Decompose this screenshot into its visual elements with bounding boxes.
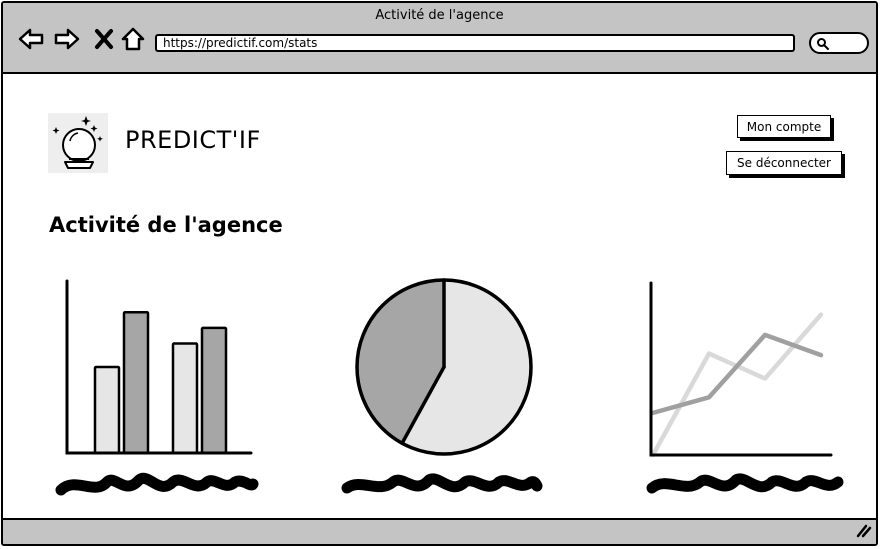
browser-statusbar [3,518,876,544]
scribble-caption [55,472,259,496]
line-series [650,332,824,416]
url-input[interactable]: https://predictif.com/stats [155,34,795,52]
bar-chart [65,279,253,455]
logout-button[interactable]: Se déconnecter [726,151,842,175]
brand-name: PREDICT'IF [125,126,261,154]
window-title: Activité de l'agence [375,8,504,23]
pie-outline [355,278,533,456]
bar-mark [122,311,150,455]
account-button[interactable]: Mon compte [737,115,831,138]
bar-chart-axis [65,279,253,455]
scribble-caption [646,473,844,494]
home-icon[interactable] [119,25,147,53]
pie-slice [357,280,444,444]
resize-grip-icon[interactable] [854,520,872,542]
bar-mark [200,326,228,455]
forward-arrow-icon[interactable] [53,25,81,53]
browser-titlebar: Activité de l'agence https://predictif.c… [3,3,876,74]
line-chart-axis [649,281,833,457]
crystal-ball-icon [48,113,108,173]
back-arrow-icon[interactable] [17,25,45,53]
pie-slice [402,280,531,454]
pie-chart [355,278,533,456]
page-title: Activité de l'agence [49,213,283,237]
scribble-caption [341,473,543,494]
line-chart [649,281,833,458]
close-x-icon[interactable] [90,25,118,53]
bar-mark [171,342,199,455]
search-button[interactable] [809,32,869,54]
line-series [650,312,824,458]
search-icon [817,38,829,50]
bar-mark [93,365,121,455]
pie-divider [400,365,446,445]
